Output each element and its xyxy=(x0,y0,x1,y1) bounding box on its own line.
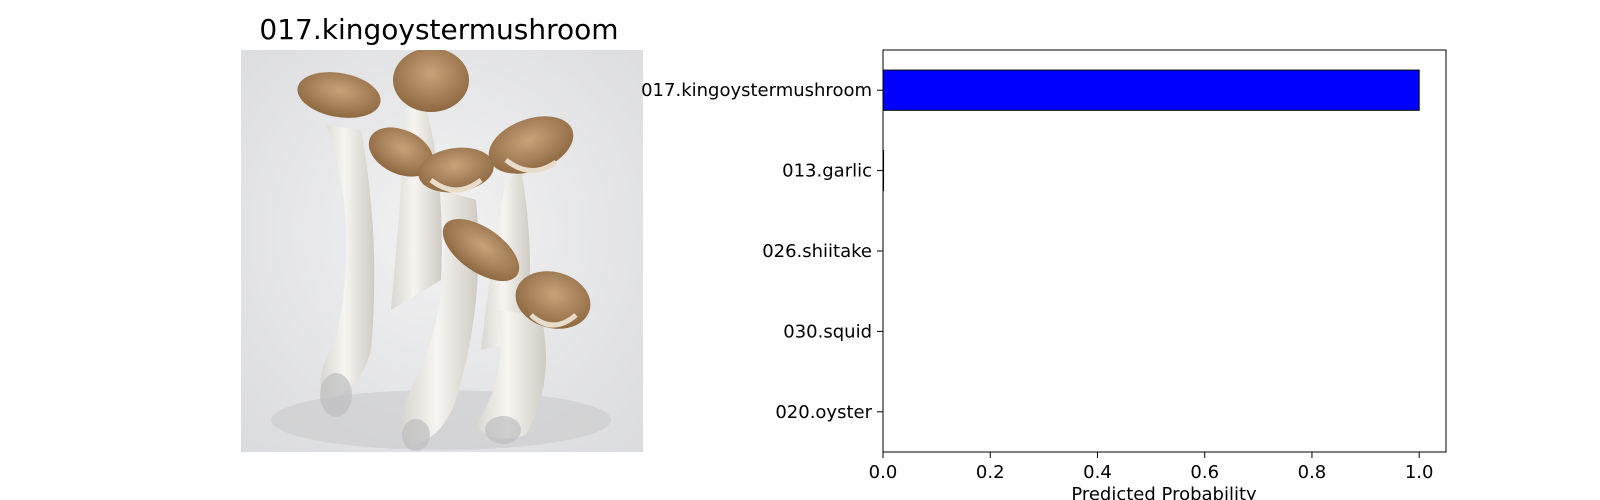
mushroom-photo xyxy=(241,50,643,452)
image-title: 017.kingoystermushroom xyxy=(259,13,619,46)
y-tick-label: 017.kingoystermushroom xyxy=(641,80,872,101)
y-tick-label: 013.garlic xyxy=(782,161,872,182)
y-tick-label: 030.squid xyxy=(783,321,872,342)
x-tick-label: 0.6 xyxy=(1190,462,1219,483)
bar-013.garlic xyxy=(882,150,885,192)
x-tick-label: 0.4 xyxy=(1083,462,1112,483)
x-tick-label: 1.0 xyxy=(1405,462,1434,483)
y-tick-label: 020.oyster xyxy=(775,402,872,423)
bar-017.kingoystermushroom xyxy=(882,69,1420,111)
x-tick-label: 0.0 xyxy=(869,462,898,483)
x-tick-label: 0.8 xyxy=(1298,462,1327,483)
x-tick-label: 0.2 xyxy=(976,462,1005,483)
y-tick-label: 026.shiitake xyxy=(762,241,872,262)
x-axis-label: Predicted Probability xyxy=(1071,484,1257,500)
plot-area xyxy=(882,49,1447,453)
